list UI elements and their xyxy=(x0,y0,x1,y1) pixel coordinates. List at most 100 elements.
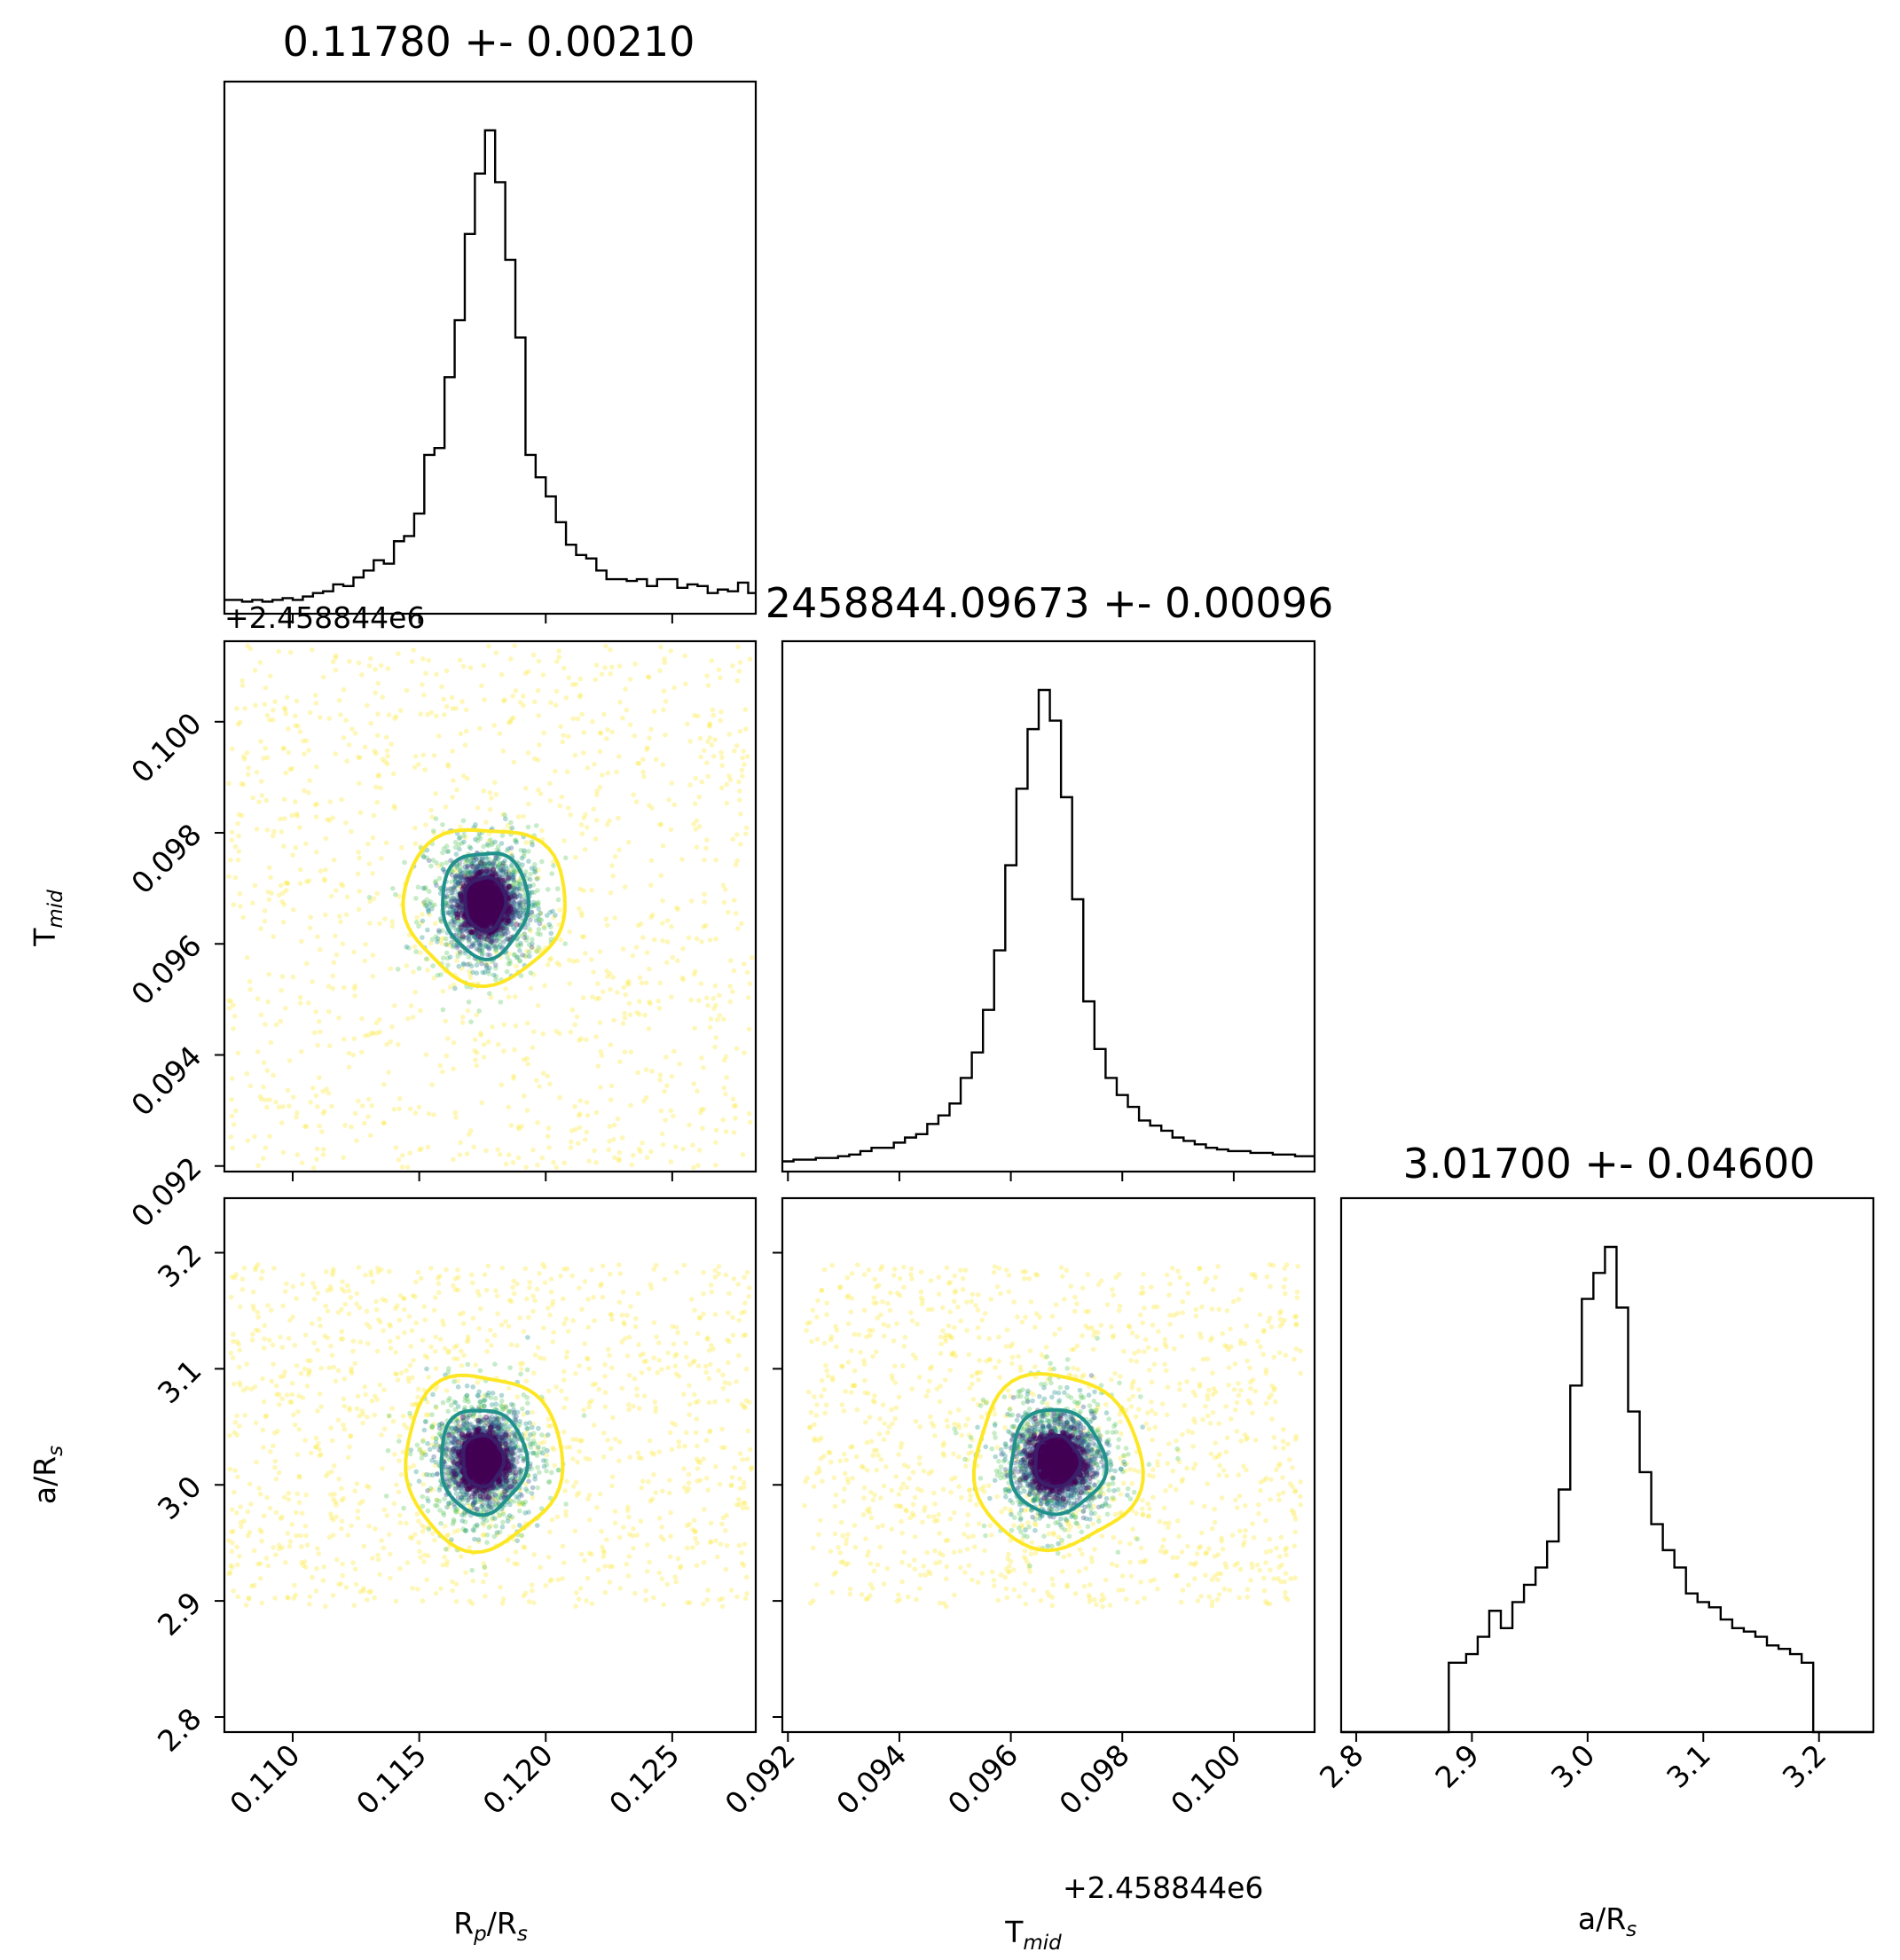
scatter-point xyxy=(341,1155,346,1160)
scatter-point xyxy=(280,1149,287,1156)
scatter-point xyxy=(372,1595,378,1601)
scatter-point xyxy=(541,923,547,929)
scatter-point xyxy=(747,1119,753,1125)
scatter-point xyxy=(494,937,499,943)
histogram-2 xyxy=(1341,1245,1873,1734)
scatter-point xyxy=(577,1098,583,1103)
scatter-point xyxy=(612,915,617,921)
scatter-point xyxy=(272,699,278,704)
scatter-point xyxy=(430,858,436,863)
scatter-point xyxy=(415,884,421,890)
scatter-point xyxy=(476,890,483,896)
scatter-point xyxy=(366,1589,372,1595)
scatter-point xyxy=(536,658,542,664)
scatter-point xyxy=(287,1058,293,1063)
scatter-point xyxy=(509,910,515,915)
scatter-point xyxy=(381,1120,387,1126)
scatter-point xyxy=(396,893,402,899)
scatter-point xyxy=(298,866,303,873)
scatter-point xyxy=(565,805,571,811)
scatter-point xyxy=(530,945,535,951)
scatter-point xyxy=(287,1399,293,1405)
scatter-point xyxy=(426,858,432,864)
scatter-point xyxy=(354,1138,359,1143)
scatter-point xyxy=(602,1564,608,1569)
scatter-point xyxy=(626,982,632,987)
scatter-point xyxy=(495,1147,500,1152)
scatter-point xyxy=(258,926,263,931)
scatter-point xyxy=(267,1133,272,1140)
scatter-point xyxy=(737,660,743,665)
scatter-point xyxy=(648,726,654,733)
scatter-point xyxy=(339,1486,344,1492)
scatter-point xyxy=(252,1133,257,1140)
scatter-point xyxy=(283,770,289,776)
scatter-point xyxy=(564,769,570,774)
scatter-point xyxy=(302,1524,309,1529)
scatter-point xyxy=(734,858,740,864)
scatter-point xyxy=(719,1521,725,1527)
scatter-point xyxy=(561,1160,567,1166)
scatter-point xyxy=(483,866,491,874)
scatter-point xyxy=(313,1009,318,1015)
scatter-point xyxy=(423,956,429,961)
xlabel-a-rs: a/Rs xyxy=(1578,1901,1637,1941)
scatter-point xyxy=(405,1015,411,1022)
scatter-point xyxy=(693,775,698,781)
scatter-point xyxy=(369,1102,375,1109)
scatter-point xyxy=(626,839,632,845)
scatter-point xyxy=(381,1120,387,1125)
scatter-point xyxy=(447,954,453,960)
scatter-point xyxy=(317,1075,322,1080)
scatter-point xyxy=(336,1015,342,1021)
scatter-point xyxy=(303,1492,310,1498)
scatter-point xyxy=(616,847,622,852)
scatter-point xyxy=(491,723,497,728)
scatter-point xyxy=(483,863,489,868)
scatter-point xyxy=(476,1326,482,1331)
scatter-point xyxy=(239,780,245,787)
scatter-point xyxy=(593,836,599,842)
scatter-point xyxy=(389,919,396,924)
scatter-point xyxy=(718,749,724,756)
scatter-point xyxy=(605,727,610,733)
scatter-point xyxy=(503,986,508,992)
scatter-point xyxy=(489,906,495,911)
scatter-point xyxy=(569,1139,574,1145)
scatter-point xyxy=(508,1123,514,1128)
scatter-point xyxy=(383,734,389,741)
scatter-point xyxy=(453,705,459,711)
scatter-point xyxy=(350,1052,356,1058)
scatter-point xyxy=(731,898,737,903)
scatter-point xyxy=(559,794,565,800)
scatter-point xyxy=(695,1163,701,1168)
scatter-point xyxy=(467,971,474,977)
scatter-point xyxy=(467,870,473,876)
scatter-point xyxy=(594,788,600,794)
scatter-point xyxy=(492,962,499,968)
scatter-point xyxy=(396,1106,402,1111)
scatter-point xyxy=(334,1556,340,1563)
scatter-point xyxy=(506,883,513,890)
scatter-point xyxy=(614,769,619,775)
scatter-point xyxy=(245,643,250,648)
scatter-point xyxy=(530,842,535,848)
scatter-point xyxy=(398,708,404,713)
scatter-point xyxy=(279,987,285,993)
scatter-point xyxy=(706,724,712,729)
scatter-point xyxy=(258,1012,264,1018)
scatter-point xyxy=(723,1528,728,1533)
scatter-point xyxy=(352,993,357,999)
scatter-point xyxy=(742,1050,747,1055)
scatter-point xyxy=(534,876,540,882)
scatter-point xyxy=(256,799,262,804)
scatter-point xyxy=(658,873,664,878)
scatter-point xyxy=(357,780,362,786)
scatter-point xyxy=(383,840,389,846)
scatter-point xyxy=(476,1008,482,1014)
scatter-point xyxy=(533,823,539,828)
scatter-point xyxy=(478,860,484,866)
scatter-point xyxy=(535,888,540,893)
scatter-point xyxy=(326,716,333,721)
scatter-point xyxy=(420,656,426,662)
